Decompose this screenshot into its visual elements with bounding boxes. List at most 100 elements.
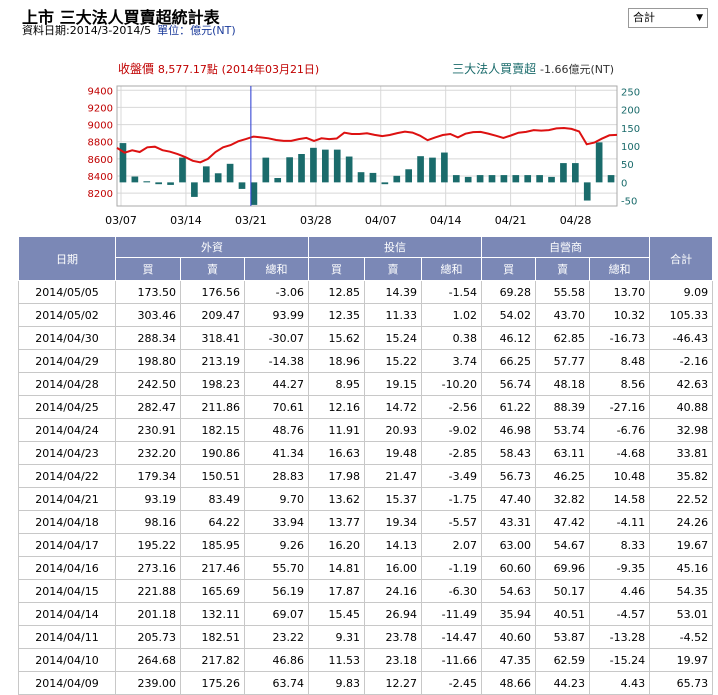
y-right-tick-label: 150 <box>621 124 640 135</box>
cell-foreign-buy: 303.46 <box>115 303 181 327</box>
cell-foreign-buy: 239.00 <box>115 671 181 695</box>
cell-date: 2014/04/23 <box>18 441 116 465</box>
bar <box>214 173 222 183</box>
col-header-trust-buy: 買 <box>308 257 366 281</box>
cell-foreign-sell: 150.51 <box>180 464 245 488</box>
cell-dealer-sell: 48.18 <box>535 372 591 396</box>
cell-date: 2014/04/30 <box>18 326 116 350</box>
type-select-value: 合計 <box>633 11 655 24</box>
cell-trust-net: -3.49 <box>421 464 483 488</box>
cell-dealer-sell: 44.23 <box>535 671 591 695</box>
cell-total: 33.81 <box>649 441 714 465</box>
cell-foreign-sell: 132.11 <box>180 602 245 626</box>
cell-dealer-sell: 55.58 <box>535 280 591 304</box>
bar <box>536 175 543 183</box>
cell-dealer-sell: 57.77 <box>535 349 591 373</box>
cell-total: 45.16 <box>649 556 714 580</box>
bar <box>464 176 472 183</box>
cell-trust-sell: 14.13 <box>364 533 423 557</box>
cell-dealer-sell: 88.39 <box>535 395 591 419</box>
bar <box>441 152 448 183</box>
cell-foreign-sell: 165.69 <box>180 579 245 603</box>
col-header-foreign-sell: 賣 <box>180 257 245 281</box>
y-right-tick-label: 250 <box>621 87 640 98</box>
cell-foreign-net: 33.94 <box>243 510 310 534</box>
bar <box>429 157 436 183</box>
bar <box>488 175 496 183</box>
cell-dealer-sell: 62.59 <box>535 648 591 672</box>
cell-dealer-buy: 43.31 <box>481 510 537 534</box>
cell-trust-net: -10.20 <box>421 372 483 396</box>
bar <box>286 157 293 183</box>
cell-trust-sell: 19.48 <box>364 441 423 465</box>
cell-date: 2014/04/15 <box>18 579 116 603</box>
cell-foreign-sell: 209.47 <box>180 303 245 327</box>
bar <box>131 176 139 183</box>
cell-foreign-sell: 213.19 <box>180 349 245 373</box>
close-price-label: 收盤價 <box>118 62 155 76</box>
cell-foreign-net: 69.07 <box>243 602 310 626</box>
cell-dealer-net: -27.16 <box>589 395 651 419</box>
cell-dealer-net: 10.48 <box>589 464 651 488</box>
cell-foreign-sell: 176.56 <box>180 280 245 304</box>
cell-trust-sell: 15.24 <box>364 326 423 350</box>
cell-foreign-sell: 190.86 <box>180 441 245 465</box>
cell-dealer-buy: 66.25 <box>481 349 537 373</box>
cell-dealer-buy: 46.98 <box>481 418 537 442</box>
cell-trust-buy: 9.31 <box>308 625 366 649</box>
bar <box>357 172 365 183</box>
cell-dealer-buy: 54.63 <box>481 579 537 603</box>
cell-trust-sell: 15.22 <box>364 349 423 373</box>
net-buysell-legend: 三大法人買賣超 -1.66億元(NT) <box>452 60 614 77</box>
cell-trust-net: -2.85 <box>421 441 483 465</box>
cell-dealer-sell: 46.25 <box>535 464 591 488</box>
y-right-tick-label: 100 <box>621 142 640 153</box>
price-and-netflow-chart[interactable]: 9400 9200 9000 8800 8600 8400 8200 250 200 150 100… <box>0 76 718 234</box>
cell-foreign-buy: 221.88 <box>115 579 181 603</box>
table-row: 2014/04/28 242.50 198.23 44.27 8.95 19.15 -10.… <box>18 372 714 396</box>
table-row: 2014/04/21 93.19 83.49 9.70 13.62 15.37 -1.75 4… <box>18 487 714 511</box>
cell-dealer-sell: 62.85 <box>535 326 591 350</box>
cell-trust-buy: 11.53 <box>308 648 366 672</box>
table-row: 2014/04/25 282.47 211.86 70.61 12.16 14.72 -2.… <box>18 395 714 419</box>
cell-trust-net: -6.30 <box>421 579 483 603</box>
bar <box>179 157 186 183</box>
cell-trust-net: -1.75 <box>421 487 483 511</box>
cell-dealer-net: 8.48 <box>589 349 651 373</box>
cell-dealer-sell: 53.74 <box>535 418 591 442</box>
cell-foreign-net: -30.07 <box>243 326 310 350</box>
x-tick-label: 03/14 <box>170 214 202 227</box>
cell-dealer-net: 8.33 <box>589 533 651 557</box>
cell-trust-buy: 9.83 <box>308 671 366 695</box>
cell-trust-sell: 26.94 <box>364 602 423 626</box>
bar <box>167 182 174 185</box>
x-tick-label: 03/28 <box>300 214 332 227</box>
cell-foreign-net: 41.34 <box>243 441 310 465</box>
bar <box>250 182 258 205</box>
cell-trust-net: -11.66 <box>421 648 483 672</box>
cell-foreign-buy: 198.80 <box>115 349 181 373</box>
cell-trust-sell: 12.27 <box>364 671 423 695</box>
cell-dealer-net: -16.73 <box>589 326 651 350</box>
cell-foreign-sell: 182.15 <box>180 418 245 442</box>
type-select[interactable]: 合計 ▼ <box>628 8 708 28</box>
bar <box>393 175 401 183</box>
cell-trust-sell: 16.00 <box>364 556 423 580</box>
y-left-tick-label: 8400 <box>88 172 113 183</box>
cell-date: 2014/04/09 <box>18 671 116 695</box>
cell-foreign-buy: 264.68 <box>115 648 181 672</box>
table-row: 2014/05/05 173.50 176.56 -3.06 12.85 14.39 -1.… <box>18 280 714 304</box>
page-title: 上市 三大法人買賣超統計表 <box>22 8 220 27</box>
cell-dealer-net: 10.32 <box>589 303 651 327</box>
cell-trust-net: -2.56 <box>421 395 483 419</box>
cell-total: 19.67 <box>649 533 714 557</box>
col-header-foreign: 外資 <box>114 236 310 258</box>
cell-total: 54.35 <box>649 579 714 603</box>
cell-dealer-net: 14.58 <box>589 487 651 511</box>
cell-total: 19.97 <box>649 648 714 672</box>
cell-trust-buy: 15.45 <box>308 602 366 626</box>
bar <box>202 166 210 183</box>
cell-foreign-buy: 173.50 <box>115 280 181 304</box>
cell-foreign-buy: 201.18 <box>115 602 181 626</box>
cell-foreign-sell: 217.82 <box>180 648 245 672</box>
